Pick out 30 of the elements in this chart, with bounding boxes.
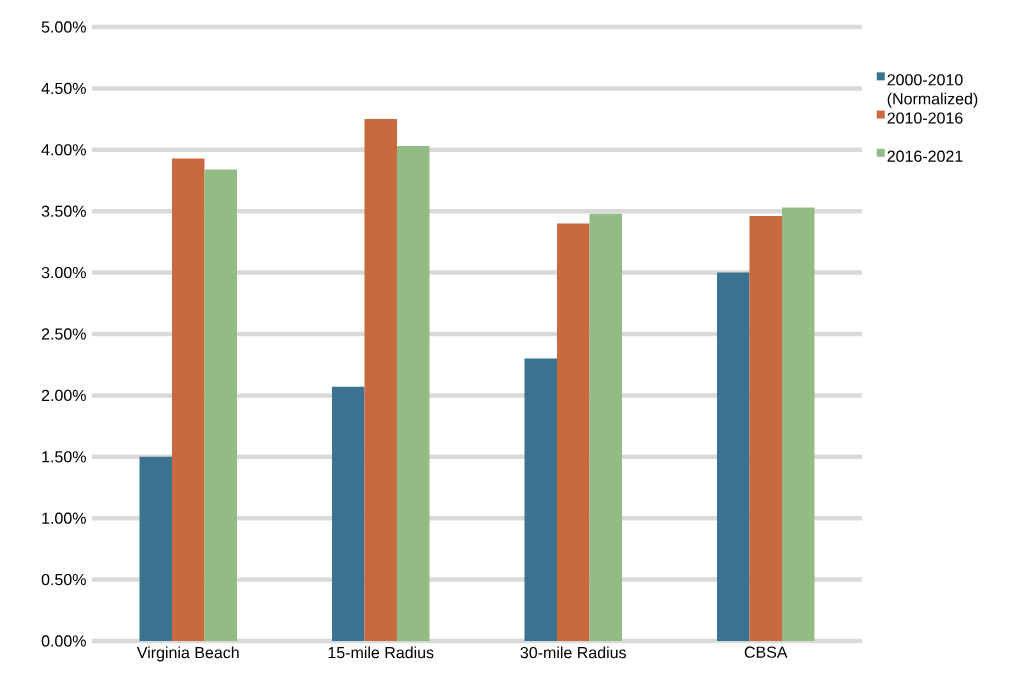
bar <box>717 272 750 641</box>
bar <box>397 146 430 641</box>
legend-label: 2016-2021 <box>887 150 963 162</box>
y-tick-label: 0.00% <box>41 635 86 647</box>
y-tick-label: 2.00% <box>41 389 86 402</box>
y-tick-label: 2.50% <box>41 328 86 340</box>
legend-label: 2010-2016 <box>887 112 963 124</box>
y-tick-label: 5.00% <box>41 21 86 33</box>
y-tick-label: 4.00% <box>41 144 86 156</box>
bar <box>364 119 397 641</box>
x-tick-label: Virginia Beach <box>136 646 239 662</box>
y-tick-label: 0.50% <box>41 573 86 586</box>
y-tick-label: 3.50% <box>41 205 86 217</box>
x-tick-label: CBSA <box>744 646 788 658</box>
y-tick-label: 1.00% <box>42 512 86 524</box>
bar <box>781 207 815 641</box>
y-tick-label: 3.00% <box>41 266 86 279</box>
y-tick-label: 1.50% <box>42 451 86 463</box>
x-tick-label: 30-mile Radius <box>520 646 626 659</box>
bar <box>589 213 622 641</box>
y-tick-label: 4.50% <box>41 82 86 95</box>
bar <box>139 456 173 641</box>
bar <box>204 169 238 641</box>
bar <box>557 223 590 641</box>
x-tick-label: 15-mile Radius <box>328 646 434 659</box>
bar <box>749 216 782 641</box>
legend-label: 2000-2010 (Normalized) <box>887 74 978 108</box>
bar <box>332 386 365 641</box>
bar <box>524 358 557 641</box>
bar <box>172 158 205 641</box>
